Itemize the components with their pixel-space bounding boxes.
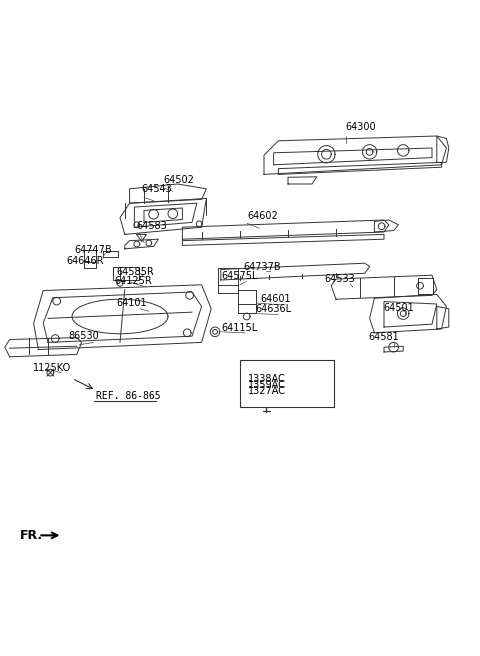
Text: 64646R: 64646R: [66, 256, 104, 266]
Text: 64125R: 64125R: [114, 276, 152, 286]
Text: 64583: 64583: [137, 221, 168, 231]
Text: 64502: 64502: [163, 175, 194, 186]
Text: 86530: 86530: [69, 331, 99, 341]
Text: 64501: 64501: [383, 302, 414, 313]
Text: 1359AC: 1359AC: [248, 380, 286, 390]
Text: 64602: 64602: [247, 211, 278, 222]
Bar: [240, 360, 334, 407]
Text: 1327AC: 1327AC: [248, 386, 286, 396]
Text: 64300: 64300: [346, 122, 376, 132]
Text: 1125KO: 1125KO: [33, 363, 71, 373]
Text: 64585R: 64585R: [117, 266, 155, 277]
Text: 64115L: 64115L: [222, 323, 258, 333]
Text: 64581: 64581: [369, 333, 399, 342]
Text: 64636L: 64636L: [255, 304, 291, 314]
Text: 64543: 64543: [142, 184, 172, 194]
Text: 64533: 64533: [324, 274, 355, 284]
Text: 64101: 64101: [117, 298, 147, 308]
Text: 64601: 64601: [261, 294, 291, 304]
Text: 1338AC: 1338AC: [248, 374, 286, 384]
Text: 64747B: 64747B: [74, 245, 112, 255]
Text: FR.: FR.: [20, 529, 43, 542]
Text: REF. 86-865: REF. 86-865: [96, 390, 161, 401]
Text: 64737B: 64737B: [244, 262, 281, 272]
Text: 64575L: 64575L: [222, 272, 258, 281]
